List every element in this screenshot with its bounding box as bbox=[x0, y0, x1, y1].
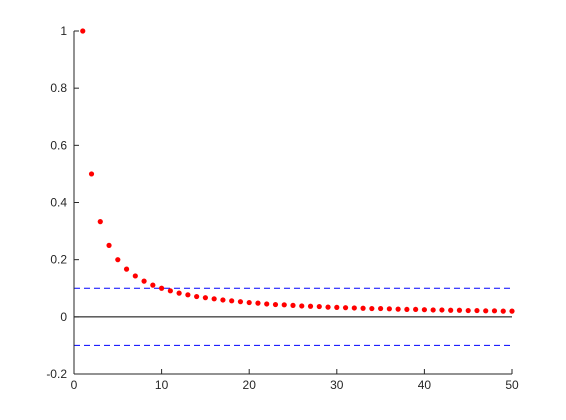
data-point bbox=[211, 296, 217, 302]
data-point bbox=[106, 242, 112, 248]
data-point bbox=[272, 301, 279, 308]
data-point bbox=[369, 305, 375, 312]
data-point bbox=[342, 305, 349, 311]
data-point bbox=[386, 306, 392, 312]
data-point bbox=[509, 308, 515, 314]
data-point bbox=[237, 299, 244, 305]
data-point bbox=[97, 219, 103, 225]
data-point bbox=[430, 307, 436, 313]
data-point bbox=[229, 298, 235, 304]
data-point bbox=[176, 290, 182, 296]
data-point bbox=[150, 282, 156, 288]
y-tick-label: 0 bbox=[60, 310, 67, 324]
data-point bbox=[465, 307, 471, 314]
data-point bbox=[491, 308, 498, 314]
data-point bbox=[80, 28, 86, 34]
y-tick-label: 1 bbox=[60, 24, 67, 38]
data-point bbox=[334, 304, 340, 311]
data-point bbox=[500, 308, 506, 314]
data-point bbox=[255, 300, 261, 306]
data-point bbox=[421, 307, 427, 313]
x-tick-label: 0 bbox=[71, 378, 78, 392]
data-point bbox=[325, 304, 331, 310]
x-tick-label: 50 bbox=[505, 378, 519, 392]
data-point bbox=[246, 299, 252, 306]
data-point bbox=[395, 306, 401, 312]
data-point bbox=[456, 307, 463, 313]
data-point bbox=[202, 295, 208, 301]
data-points bbox=[80, 28, 515, 314]
axes: 0 10 20 30 40 50 -0.2 0 0.2 0.4 0.6 0.8 1 bbox=[46, 24, 519, 392]
data-point bbox=[141, 278, 147, 284]
x-tick-label: 30 bbox=[330, 378, 344, 392]
data-point bbox=[123, 266, 130, 272]
y-tick-label: -0.2 bbox=[46, 367, 67, 381]
data-point bbox=[185, 292, 191, 298]
data-point bbox=[413, 306, 419, 313]
data-point bbox=[448, 307, 454, 313]
data-point bbox=[307, 303, 314, 309]
data-point bbox=[115, 257, 121, 263]
data-point bbox=[264, 301, 270, 307]
data-point bbox=[159, 285, 165, 291]
data-point bbox=[88, 171, 95, 177]
data-point bbox=[281, 302, 287, 308]
data-point bbox=[299, 303, 305, 309]
data-point bbox=[404, 306, 410, 313]
y-tick-label: 0.4 bbox=[50, 196, 67, 210]
data-point bbox=[316, 303, 322, 310]
data-point bbox=[378, 305, 384, 312]
data-point bbox=[290, 302, 296, 308]
reference-lines bbox=[74, 287, 512, 346]
x-tick-label: 10 bbox=[155, 378, 169, 392]
data-point bbox=[132, 273, 138, 279]
data-point bbox=[360, 305, 366, 311]
x-tick-label: 20 bbox=[243, 378, 257, 392]
x-tick-label: 40 bbox=[418, 378, 432, 392]
data-point bbox=[474, 307, 480, 314]
y-tick-label: 0.6 bbox=[50, 138, 67, 152]
data-point bbox=[220, 297, 226, 303]
y-tick-label: 0.2 bbox=[50, 253, 67, 267]
data-point bbox=[483, 308, 489, 314]
y-tick-label: 0.8 bbox=[50, 81, 67, 95]
data-point bbox=[351, 305, 357, 311]
data-point bbox=[194, 293, 200, 300]
data-point bbox=[167, 288, 173, 294]
data-point bbox=[439, 307, 445, 313]
